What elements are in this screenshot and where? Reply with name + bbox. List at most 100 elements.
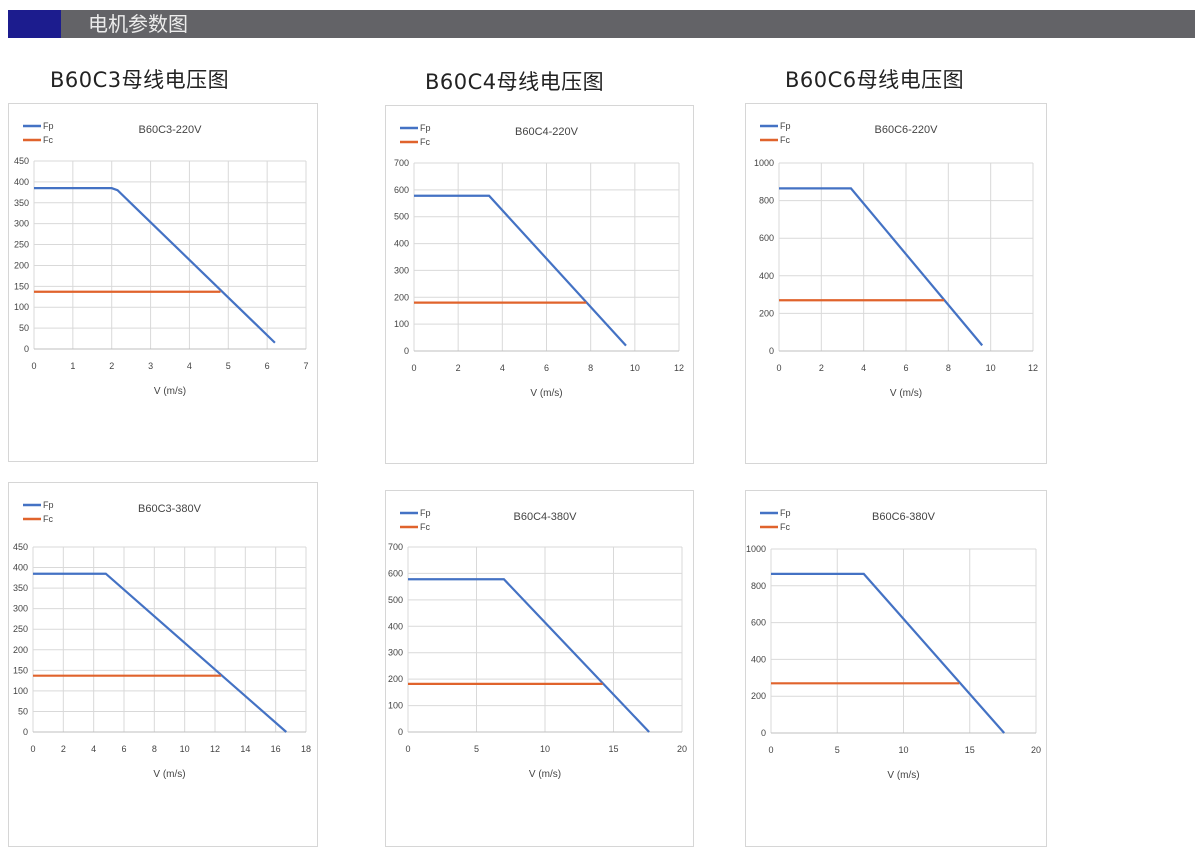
y-tick-label: 400 [14,177,29,187]
x-tick-label: 10 [540,744,550,754]
x-tick-label: 12 [1028,363,1038,373]
y-tick-label: 1000 [746,544,766,554]
section-title-b60c3: B60C3母线电压图 [50,68,230,92]
x-tick-label: 2 [61,744,66,754]
y-tick-label: 0 [24,344,29,354]
y-tick-label: 150 [14,281,29,291]
chart-b60c6-380v: 0 200 400 600 800 1000 0 5 10 15 20 V (m/s) B60C6-38… [745,490,1047,847]
chart-b60c3-380v: 0 50 100 150 200 250 300 350 400 450 0 2 4 6 8 10 12 14 16… [8,482,318,847]
legend-label-fc: Fc [780,135,790,145]
y-tick-label: 0 [23,727,28,737]
x-tick-label: 18 [301,744,311,754]
chart-title: B60C4-220V [515,126,579,138]
y-tick-label: 500 [388,595,403,605]
x-tick-label: 4 [91,744,96,754]
x-tick-label: 4 [861,363,866,373]
x-tick-label: 10 [180,744,190,754]
section-title-b60c4: B60C4母线电压图 [425,70,605,94]
y-tick-label: 700 [394,158,409,168]
y-tick-label: 200 [759,308,774,318]
legend-label-fc: Fc [420,137,430,147]
y-tick-label: 200 [388,674,403,684]
legend-label-fp: Fp [43,500,54,510]
x-tick-label: 20 [1031,745,1041,755]
y-tick-label: 400 [388,621,403,631]
header-bar: 电机参数图 [8,10,1195,38]
x-tick-label: 7 [303,361,308,371]
chart-title: B60C6-380V [872,511,936,523]
chart-svg: 0 100 200 300 400 500 600 700 0 5 10 15 20 V (m/s) B60… [388,508,687,780]
x-tick-label: 8 [588,363,593,373]
y-tick-label: 250 [14,240,29,250]
y-tick-label: 0 [398,727,403,737]
y-tick-label: 50 [18,706,28,716]
legend-label-fc: Fc [420,522,430,532]
x-tick-label: 15 [608,744,618,754]
x-tick-label: 6 [544,363,549,373]
chart-title: B60C6-220V [875,124,939,136]
legend-label-fc: Fc [780,522,790,532]
x-tick-label: 0 [31,361,36,371]
y-tick-label: 350 [14,198,29,208]
header-accent-block [8,10,61,38]
x-tick-label: 0 [776,363,781,373]
series-line-fp [771,572,1006,734]
x-tick-label: 10 [898,745,908,755]
legend-label-fc: Fc [43,135,53,145]
series-line-fp [33,572,288,733]
y-tick-label: 0 [769,346,774,356]
x-tick-label: 4 [187,361,192,371]
y-tick-label: 400 [13,563,28,573]
y-tick-label: 600 [751,618,766,628]
x-tick-label: 6 [903,363,908,373]
x-tick-label: 4 [500,363,505,373]
chart-svg: 0 200 400 600 800 1000 0 5 10 15 20 V (m/s) B60C6-38… [746,508,1041,781]
chart-svg: 0 50 100 150 200 250 300 350 400 450 0 2 4 6 8 10 12 14 16… [13,500,311,780]
y-tick-label: 600 [759,233,774,243]
x-tick-label: 8 [946,363,951,373]
y-tick-label: 800 [759,196,774,206]
x-tick-label: 5 [474,744,479,754]
y-tick-label: 300 [388,648,403,658]
y-tick-label: 400 [751,654,766,664]
y-tick-label: 450 [14,156,29,166]
legend-label-fc: Fc [43,514,53,524]
chart-svg: 0 50 100 150 200 250 300 350 400 450 0 1 2 3 4 5 6 7 V (m/… [14,121,309,397]
x-tick-label: 2 [109,361,114,371]
chart-title: B60C3-220V [139,124,203,136]
x-tick-label: 0 [411,363,416,373]
x-tick-label: 20 [677,744,687,754]
y-tick-label: 200 [14,260,29,270]
y-tick-label: 350 [13,583,28,593]
y-tick-label: 400 [759,271,774,281]
x-tick-label: 12 [210,744,220,754]
x-axis-label: V (m/s) [153,769,185,780]
y-tick-label: 50 [19,323,29,333]
x-axis-label: V (m/s) [529,769,561,780]
y-tick-label: 150 [13,665,28,675]
y-tick-label: 400 [394,239,409,249]
chart-b60c6-220v: 0 200 400 600 800 1000 0 2 4 6 8 10 12 V (m/s) B60C6-2… [745,103,1047,464]
x-tick-label: 1 [70,361,75,371]
section-title-b60c6: B60C6母线电压图 [785,68,965,92]
chart-b60c3-220v: 0 50 100 150 200 250 300 350 400 450 0 1 2 3 4 5 6 7 V (m/… [8,103,318,462]
chart-svg: 0 200 400 600 800 1000 0 2 4 6 8 10 12 V (m/s) B60C6-2… [754,121,1038,399]
legend-label-fp: Fp [420,508,431,518]
y-tick-label: 600 [394,185,409,195]
x-axis-label: V (m/s) [887,770,919,781]
chart-b60c4-380v: 0 100 200 300 400 500 600 700 0 5 10 15 20 V (m/s) B60… [385,490,694,847]
series-line-fp [34,187,276,344]
x-axis-label: V (m/s) [154,386,186,397]
series-line-fp [779,187,984,347]
y-tick-label: 100 [388,701,403,711]
y-tick-label: 500 [394,212,409,222]
x-tick-label: 10 [986,363,996,373]
x-tick-label: 5 [835,745,840,755]
y-tick-label: 600 [388,568,403,578]
x-tick-label: 0 [768,745,773,755]
y-tick-label: 200 [394,292,409,302]
x-tick-label: 8 [152,744,157,754]
x-tick-label: 14 [240,744,250,754]
x-tick-label: 5 [226,361,231,371]
x-axis-label: V (m/s) [530,388,562,399]
